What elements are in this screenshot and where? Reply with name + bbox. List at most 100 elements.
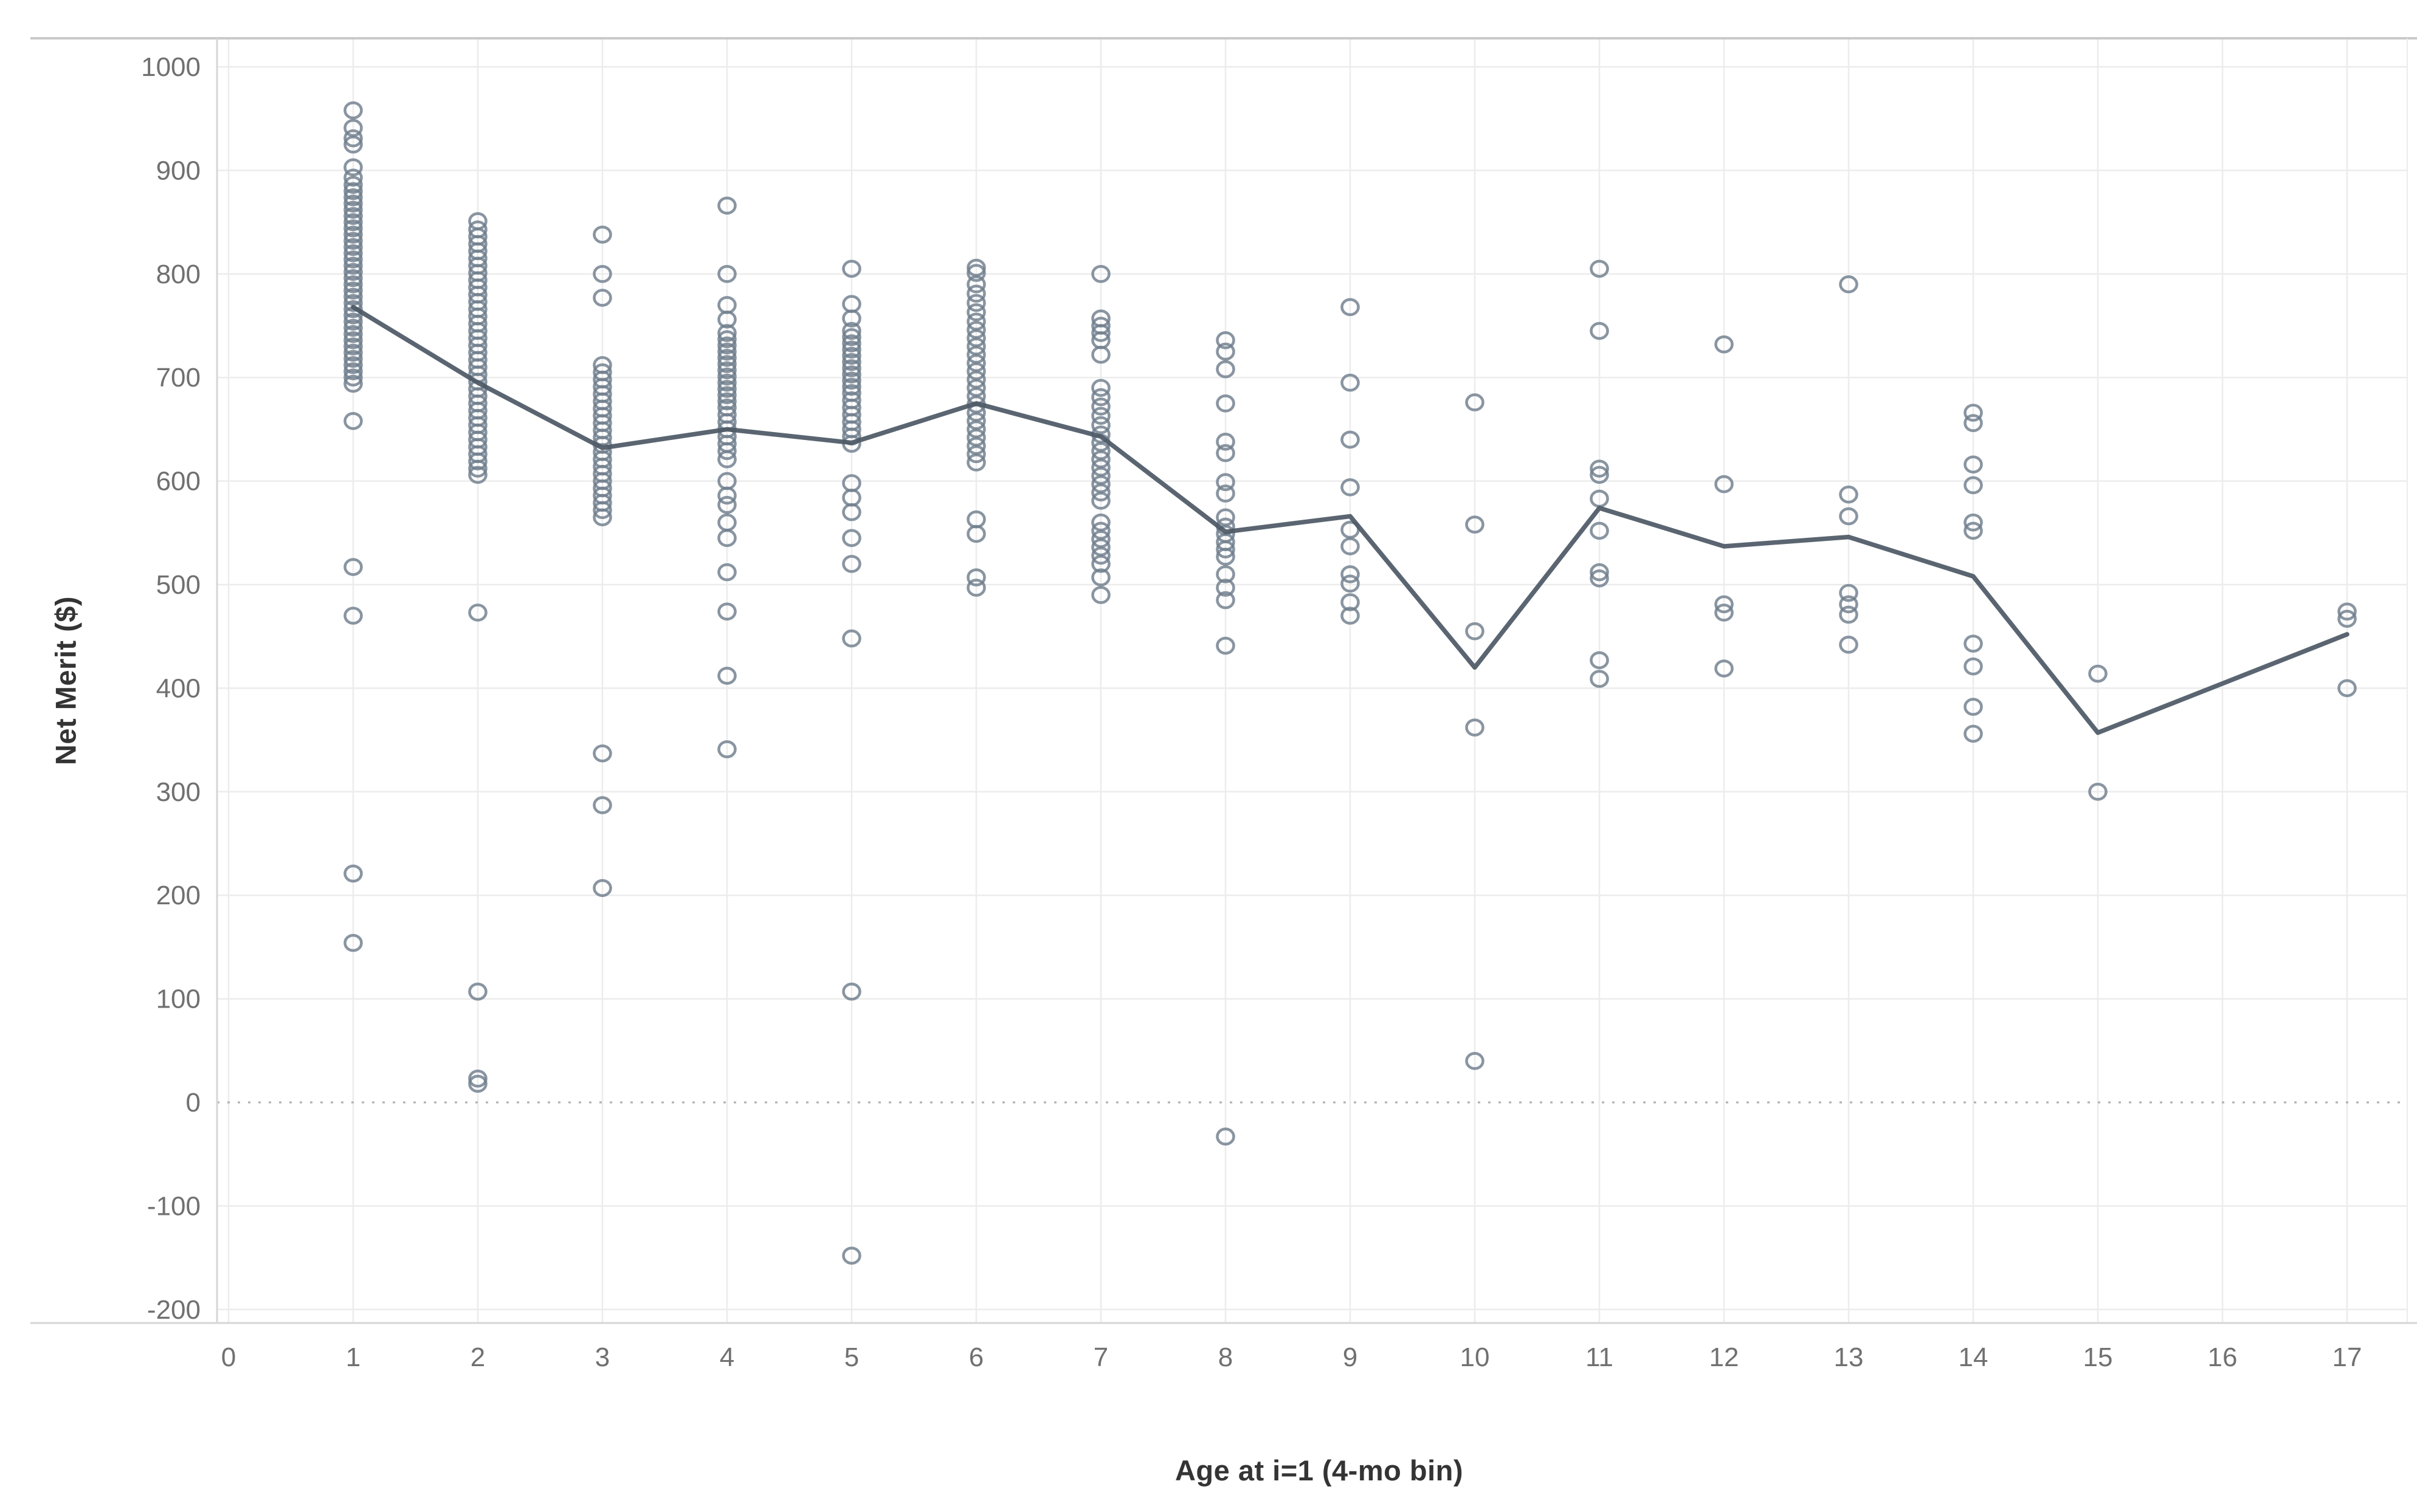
data-point[interactable]	[343, 269, 363, 287]
data-point[interactable]	[1091, 407, 1111, 425]
data-point[interactable]	[343, 607, 363, 625]
data-point[interactable]	[967, 453, 986, 472]
data-point[interactable]	[717, 367, 737, 386]
data-point[interactable]	[717, 361, 737, 380]
data-point[interactable]	[1340, 607, 1360, 625]
data-point[interactable]	[717, 667, 737, 685]
data-point[interactable]	[343, 368, 363, 387]
data-point[interactable]	[1091, 483, 1111, 502]
data-point[interactable]	[343, 219, 363, 238]
data-point[interactable]	[1964, 724, 1983, 743]
data-point[interactable]	[343, 318, 363, 337]
data-point[interactable]	[1964, 634, 1983, 653]
data-point[interactable]	[343, 294, 363, 312]
data-point[interactable]	[1714, 475, 1734, 493]
data-point[interactable]	[343, 411, 363, 430]
data-point[interactable]	[343, 225, 363, 244]
data-point[interactable]	[717, 386, 737, 404]
data-point[interactable]	[1964, 657, 1983, 676]
data-point[interactable]	[343, 864, 363, 883]
data-point[interactable]	[1964, 414, 1983, 432]
data-point[interactable]	[2337, 679, 2357, 698]
data-point[interactable]	[1590, 521, 1609, 540]
data-point[interactable]	[1216, 433, 1235, 451]
data-point[interactable]	[593, 796, 612, 814]
data-point[interactable]	[343, 250, 363, 269]
data-point[interactable]	[468, 982, 488, 1001]
data-point[interactable]	[2337, 602, 2357, 621]
data-point[interactable]	[343, 244, 363, 263]
data-point[interactable]	[717, 442, 737, 460]
data-point[interactable]	[1216, 540, 1235, 558]
data-point[interactable]	[1091, 397, 1111, 416]
data-point[interactable]	[1216, 444, 1235, 462]
data-point[interactable]	[1216, 331, 1235, 349]
data-point[interactable]	[343, 232, 363, 250]
data-point[interactable]	[717, 450, 737, 469]
data-point[interactable]	[1216, 360, 1235, 379]
data-point[interactable]	[1839, 275, 1858, 294]
data-point[interactable]	[967, 284, 986, 303]
data-point[interactable]	[717, 563, 737, 582]
data-point[interactable]	[1839, 636, 1858, 654]
data-point[interactable]	[343, 129, 363, 148]
data-point[interactable]	[842, 259, 861, 278]
data-point[interactable]	[593, 264, 612, 283]
data-point[interactable]	[343, 343, 363, 362]
data-point[interactable]	[2337, 610, 2357, 628]
data-point[interactable]	[1839, 485, 1858, 504]
data-point[interactable]	[717, 529, 737, 548]
data-point[interactable]	[343, 331, 363, 349]
data-point[interactable]	[1964, 521, 1983, 540]
data-point[interactable]	[468, 603, 488, 622]
data-point[interactable]	[343, 558, 363, 576]
data-point[interactable]	[842, 365, 861, 383]
data-point[interactable]	[1216, 579, 1235, 597]
data-point[interactable]	[842, 309, 861, 328]
data-point[interactable]	[343, 325, 363, 343]
data-point[interactable]	[842, 352, 861, 371]
data-point[interactable]	[842, 1246, 861, 1265]
data-point[interactable]	[1590, 459, 1609, 478]
data-point[interactable]	[842, 982, 861, 1001]
data-point[interactable]	[842, 629, 861, 648]
data-point[interactable]	[1216, 1127, 1235, 1146]
data-point[interactable]	[343, 256, 363, 275]
data-point[interactable]	[1714, 603, 1734, 622]
data-point[interactable]	[343, 207, 363, 225]
data-point[interactable]	[1340, 593, 1360, 611]
data-point[interactable]	[842, 371, 861, 390]
data-point[interactable]	[842, 346, 861, 365]
data-point[interactable]	[842, 321, 861, 340]
data-point[interactable]	[1091, 492, 1111, 510]
data-point[interactable]	[1590, 651, 1609, 670]
data-point[interactable]	[343, 188, 363, 207]
data-point[interactable]	[343, 275, 363, 294]
data-point[interactable]	[593, 289, 612, 307]
data-point[interactable]	[1590, 569, 1609, 588]
data-point[interactable]	[1839, 605, 1858, 624]
data-point[interactable]	[842, 328, 861, 346]
data-point[interactable]	[717, 336, 737, 355]
data-point[interactable]	[967, 275, 986, 294]
data-point[interactable]	[1340, 478, 1360, 497]
data-point[interactable]	[1091, 416, 1111, 435]
data-point[interactable]	[343, 194, 363, 213]
data-point[interactable]	[1465, 622, 1484, 641]
data-point[interactable]	[717, 602, 737, 621]
data-point[interactable]	[343, 374, 363, 393]
data-point[interactable]	[1465, 515, 1484, 534]
data-point[interactable]	[1964, 404, 1983, 422]
data-point[interactable]	[1091, 555, 1111, 573]
data-point[interactable]	[1216, 548, 1235, 566]
data-point[interactable]	[967, 264, 986, 282]
data-point[interactable]	[1590, 466, 1609, 484]
data-point[interactable]	[1839, 507, 1858, 526]
data-point[interactable]	[1465, 393, 1484, 411]
data-point[interactable]	[842, 529, 861, 548]
data-point[interactable]	[717, 380, 737, 398]
data-point[interactable]	[1091, 388, 1111, 407]
data-point[interactable]	[343, 182, 363, 201]
data-point[interactable]	[1714, 595, 1734, 614]
data-point[interactable]	[593, 879, 612, 898]
